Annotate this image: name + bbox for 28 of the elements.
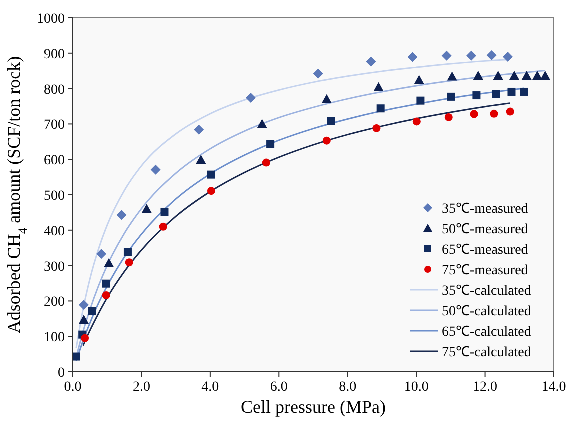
y-tick-label: 900 [44, 47, 65, 62]
legend-label: 75℃-measured [442, 264, 528, 278]
x-tick-label: 8.0 [339, 380, 357, 395]
y-tick-label: 200 [44, 295, 65, 310]
y-tick-label: 100 [44, 330, 65, 346]
legend-label: 75℃-calculated [442, 346, 532, 360]
legend-label: 50℃-measured [442, 222, 528, 238]
x-axis-title: Cell pressure (MPa) [241, 397, 386, 417]
y-tick-label: 700 [44, 118, 65, 134]
legend-label: 65℃-calculated [442, 325, 532, 340]
y-tick-label: 800 [44, 82, 65, 98]
x-tick-label: 10.0 [404, 380, 429, 395]
x-tick-label: 2.0 [132, 380, 150, 395]
y-tick-label: 1000 [37, 12, 65, 27]
x-tick-label: 6.0 [270, 380, 288, 395]
y-tick-label: 400 [44, 224, 65, 240]
legend-label: 35℃-measured [442, 202, 528, 217]
legend-label: 35℃-calculated [442, 284, 532, 299]
y-tick-label: 600 [44, 154, 65, 169]
y-tick-label: 0 [58, 366, 65, 381]
x-tick-label: 4.0 [202, 380, 220, 395]
legend-label: 65℃-measured [442, 243, 528, 258]
y-tick-label: 300 [44, 260, 65, 275]
x-tick-label: 0.0 [64, 380, 82, 395]
x-tick-label: 12.0 [473, 380, 498, 395]
x-tick-label: 14.0 [542, 380, 566, 395]
legend-label: 50℃-calculated [442, 304, 532, 320]
y-tick-label: 500 [44, 189, 65, 204]
